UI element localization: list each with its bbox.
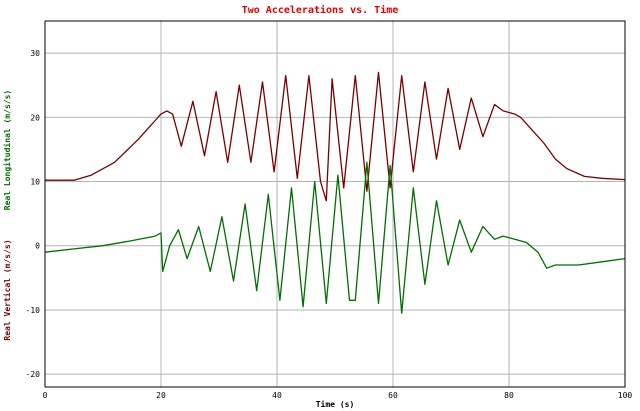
y-tick-label: -10 <box>26 306 41 315</box>
series-line-longitudinal <box>45 71 626 202</box>
y-tick-label: 0 <box>35 242 40 251</box>
series-layer <box>44 71 626 314</box>
x-tick-label: 40 <box>272 391 282 400</box>
y-tick-label: 30 <box>30 49 40 58</box>
y-tick-label: 10 <box>30 178 40 187</box>
y-axis-label-vertical: Real Vertical (m/s/s) <box>2 239 12 340</box>
chart-title: Two Accelerations vs. Time <box>242 4 399 16</box>
y-axis-label-longitudinal: Real Longitudinal (m/s/s) <box>2 90 12 210</box>
x-tick-label: 0 <box>43 391 48 400</box>
x-tick-label: 100 <box>618 391 633 400</box>
x-axis-label: Time (s) <box>316 399 355 409</box>
x-tick-label: 20 <box>156 391 166 400</box>
tick-labels: 0 20 40 60 80 100 -20 -10 0 10 20 30 <box>26 49 633 400</box>
plot-frame <box>44 20 626 388</box>
x-tick-label: 60 <box>388 391 398 400</box>
x-tick-label: 80 <box>504 391 514 400</box>
y-tick-label: 20 <box>30 113 40 122</box>
y-tick-label: -20 <box>26 370 41 379</box>
series-line-vertical <box>44 161 626 314</box>
